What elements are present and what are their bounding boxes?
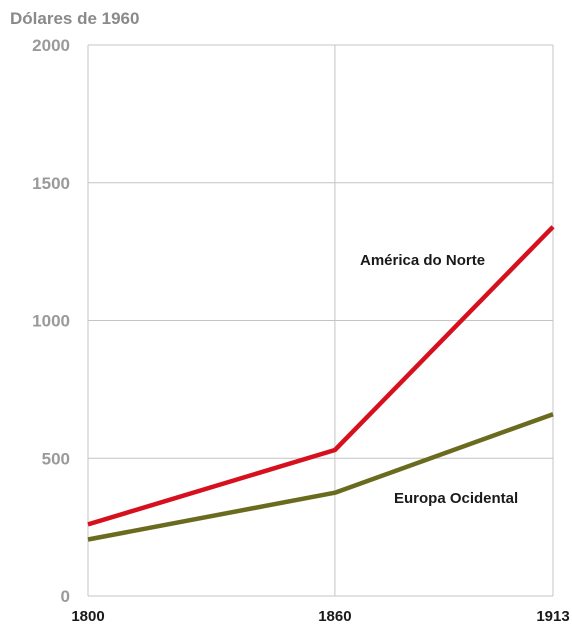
series-line-0: [87, 225, 555, 527]
series-lines: [87, 225, 555, 542]
y-tick-2000: 2000: [32, 36, 70, 55]
y-tick-0: 0: [61, 587, 70, 606]
series-label-1: Europa Ocidental: [394, 490, 518, 507]
x-tick-labels: 1800 1860 1913: [71, 608, 569, 625]
x-tick-1800: 1800: [71, 608, 104, 625]
x-tick-1860: 1860: [318, 608, 351, 625]
y-tick-500: 500: [42, 449, 70, 468]
y-tick-labels: 0 500 1000 1500 2000: [32, 36, 70, 606]
grid: [87, 44, 554, 597]
y-axis-unit-label: Dólares de 1960: [10, 9, 139, 28]
y-tick-1500: 1500: [32, 174, 70, 193]
x-tick-1913: 1913: [536, 608, 569, 625]
series-line-1: [87, 412, 554, 542]
series-labels: América do Norte Europa Ocidental: [360, 252, 518, 507]
series-label-0: América do Norte: [360, 252, 485, 269]
y-tick-1000: 1000: [32, 312, 70, 331]
